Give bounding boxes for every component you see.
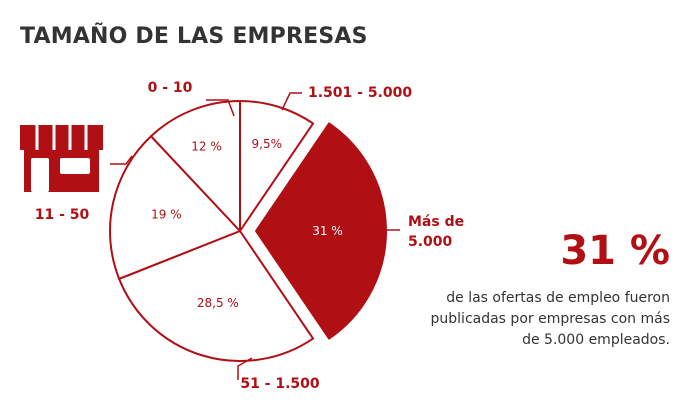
leader-line-51-1500 — [237, 357, 253, 380]
category-label-11-50: 11 - 50 — [35, 207, 90, 223]
category-label-51-1500: 51 - 1.500 — [240, 376, 320, 392]
chart-title: TAMAÑO DE LAS EMPRESAS — [20, 24, 368, 49]
category-label-mas-de-5000-line1: Más de — [408, 214, 464, 230]
slice-value-0-10: 12 % — [191, 139, 222, 153]
leader-line-0-10 — [206, 99, 235, 117]
slice-value-11-50: 19 % — [151, 208, 182, 222]
pie-slice-0-10 — [150, 100, 241, 232]
slice-value-51-1-500: 28,5 % — [197, 296, 239, 310]
category-label-mas-de-5000-line2: 5.000 — [408, 234, 453, 250]
slice-value-mas-de-5-000: 31 % — [312, 224, 343, 238]
store-icon — [20, 125, 103, 192]
highlight-stat-value: 31 % — [560, 228, 670, 274]
pie-slice-51-1-500 — [118, 230, 315, 362]
leader-line-11-50 — [110, 155, 133, 165]
slice-value-1-501-5-000: 9,5% — [252, 137, 283, 151]
category-label-0-10: 0 - 10 — [148, 80, 193, 96]
pie-slice-1-501-5-000 — [239, 100, 315, 232]
category-label-mas-de-5000: Más de 5.000 — [408, 214, 469, 250]
pie-slice-11-50 — [109, 135, 241, 280]
leader-line-1501-5000 — [281, 92, 302, 111]
category-label-1501-5000: 1.501 - 5.000 — [308, 85, 412, 101]
pie-slice-mas-de-5-000 — [255, 122, 387, 340]
highlight-stat-description: de las ofertas de empleo fueron publicad… — [430, 290, 670, 348]
